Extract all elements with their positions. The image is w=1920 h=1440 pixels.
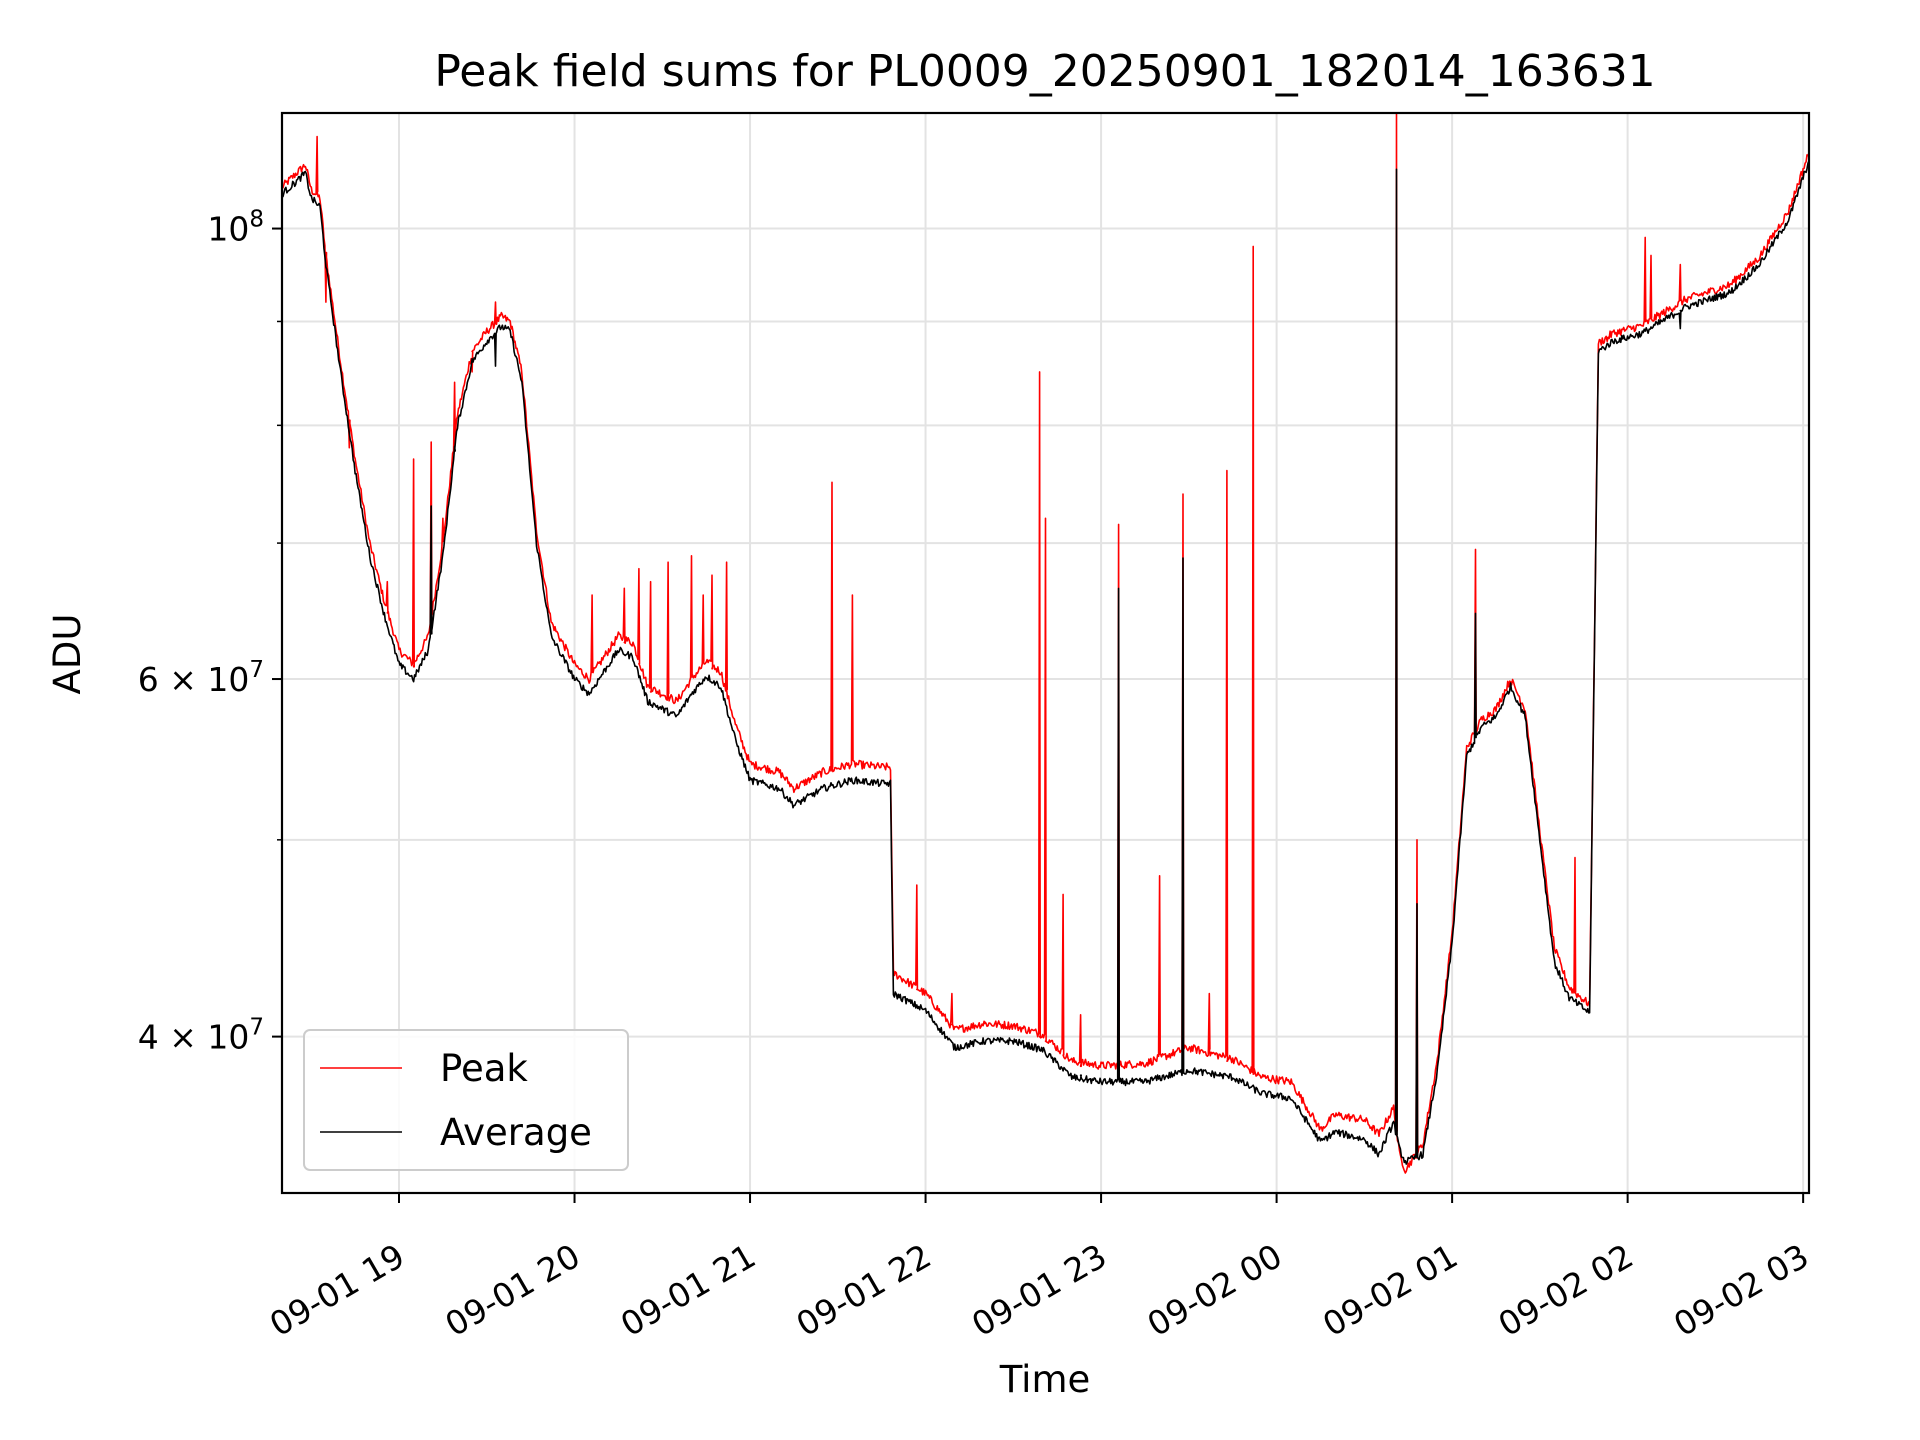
y-tick-label: 6 × 107 [138,657,264,699]
y-tick-exponent: 7 [249,657,264,683]
x-axis-label: Time [999,1358,1091,1401]
plot-frame [280,111,1811,1195]
legend-peak-label: Peak [440,1047,528,1090]
y-tick-label: 4 × 107 [138,1015,264,1057]
legend-box [303,1029,629,1171]
y-tick-label: 108 [207,207,264,249]
legend: Peak Average [303,1029,629,1171]
y-tick-base: 6 × 10 [138,660,250,699]
series-average-line [282,160,1809,1165]
y-tick-exponent: 8 [249,207,264,233]
chart-title: Peak field sums for PL0009_20250901_1820… [434,46,1655,97]
series-peak-line [282,113,1809,1174]
plot-series [282,113,1809,1174]
y-tick-base: 4 × 10 [138,1018,250,1057]
y-axis-label: ADU [46,614,89,695]
legend-average-label: Average [440,1111,592,1154]
y-tick-exponent: 7 [249,1015,264,1041]
y-tick-base: 10 [207,210,249,249]
